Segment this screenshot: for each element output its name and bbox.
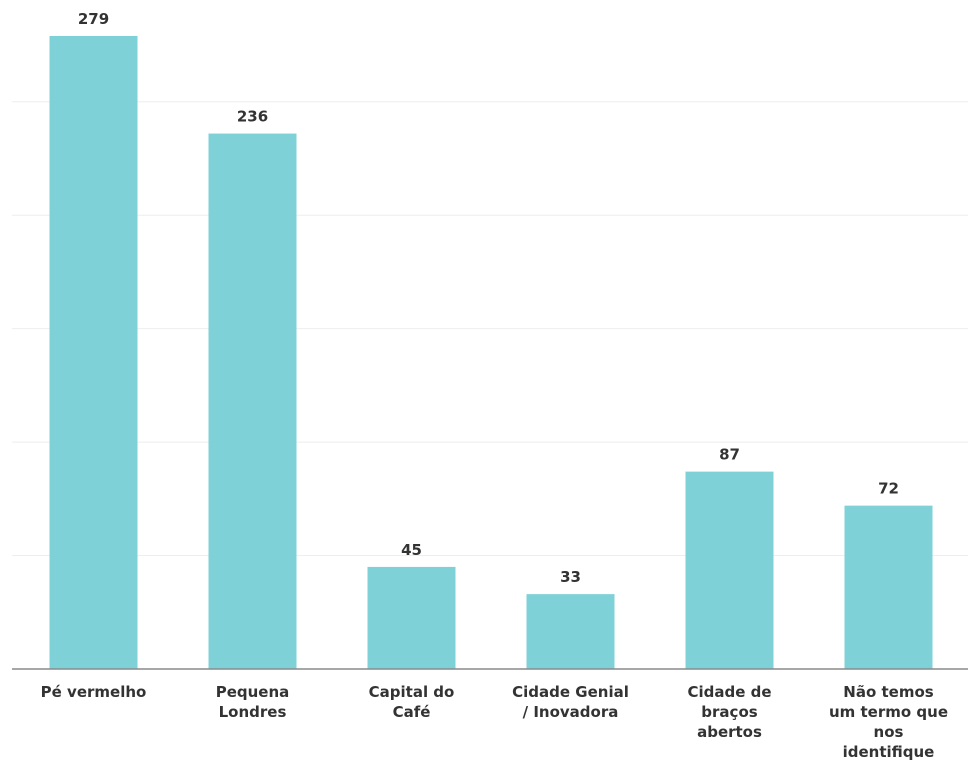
category-label-line: Cidade Genial <box>512 683 629 701</box>
bar <box>685 471 774 669</box>
category-label-line: Cidade de <box>687 683 771 701</box>
value-labels: 279 236 45 33 87 72 <box>78 10 899 586</box>
bar-value-label: 72 <box>878 480 899 498</box>
category-label-line: Londres <box>219 703 287 721</box>
category-label-line: Pequena <box>216 683 290 701</box>
category-label-line: Pé vermelho <box>41 683 147 701</box>
category-label: Cidade Genial / Inovadora <box>512 683 629 721</box>
category-label-line: nos <box>874 723 904 741</box>
category-label-line: um termo que <box>829 703 948 721</box>
bar-value-label: 279 <box>78 10 109 28</box>
category-label-line: identifique <box>843 743 935 761</box>
category-label: Não temos um termo que nos identifique <box>829 683 948 761</box>
bar <box>526 594 615 669</box>
category-label-line: / Inovadora <box>523 703 619 721</box>
gridlines <box>12 101 968 557</box>
category-label: Capital do Café <box>369 683 455 721</box>
category-label: Pequena Londres <box>216 683 290 721</box>
category-label-line: Capital do <box>369 683 455 701</box>
category-label: Pé vermelho <box>41 683 147 701</box>
bar <box>844 505 933 669</box>
category-label-line: Não temos <box>843 683 933 701</box>
bar-value-label: 87 <box>719 446 740 464</box>
category-label-line: abertos <box>697 723 762 741</box>
category-label-line: Café <box>393 703 431 721</box>
bar <box>208 133 297 669</box>
bar-value-label: 45 <box>401 541 422 559</box>
bar <box>49 36 138 669</box>
bar <box>367 566 456 669</box>
bar-value-label: 236 <box>237 108 268 126</box>
category-label-line: braços <box>701 703 757 721</box>
bar-value-label: 33 <box>560 568 581 586</box>
bars <box>49 36 933 669</box>
category-label: Cidade de braços abertos <box>687 683 771 741</box>
